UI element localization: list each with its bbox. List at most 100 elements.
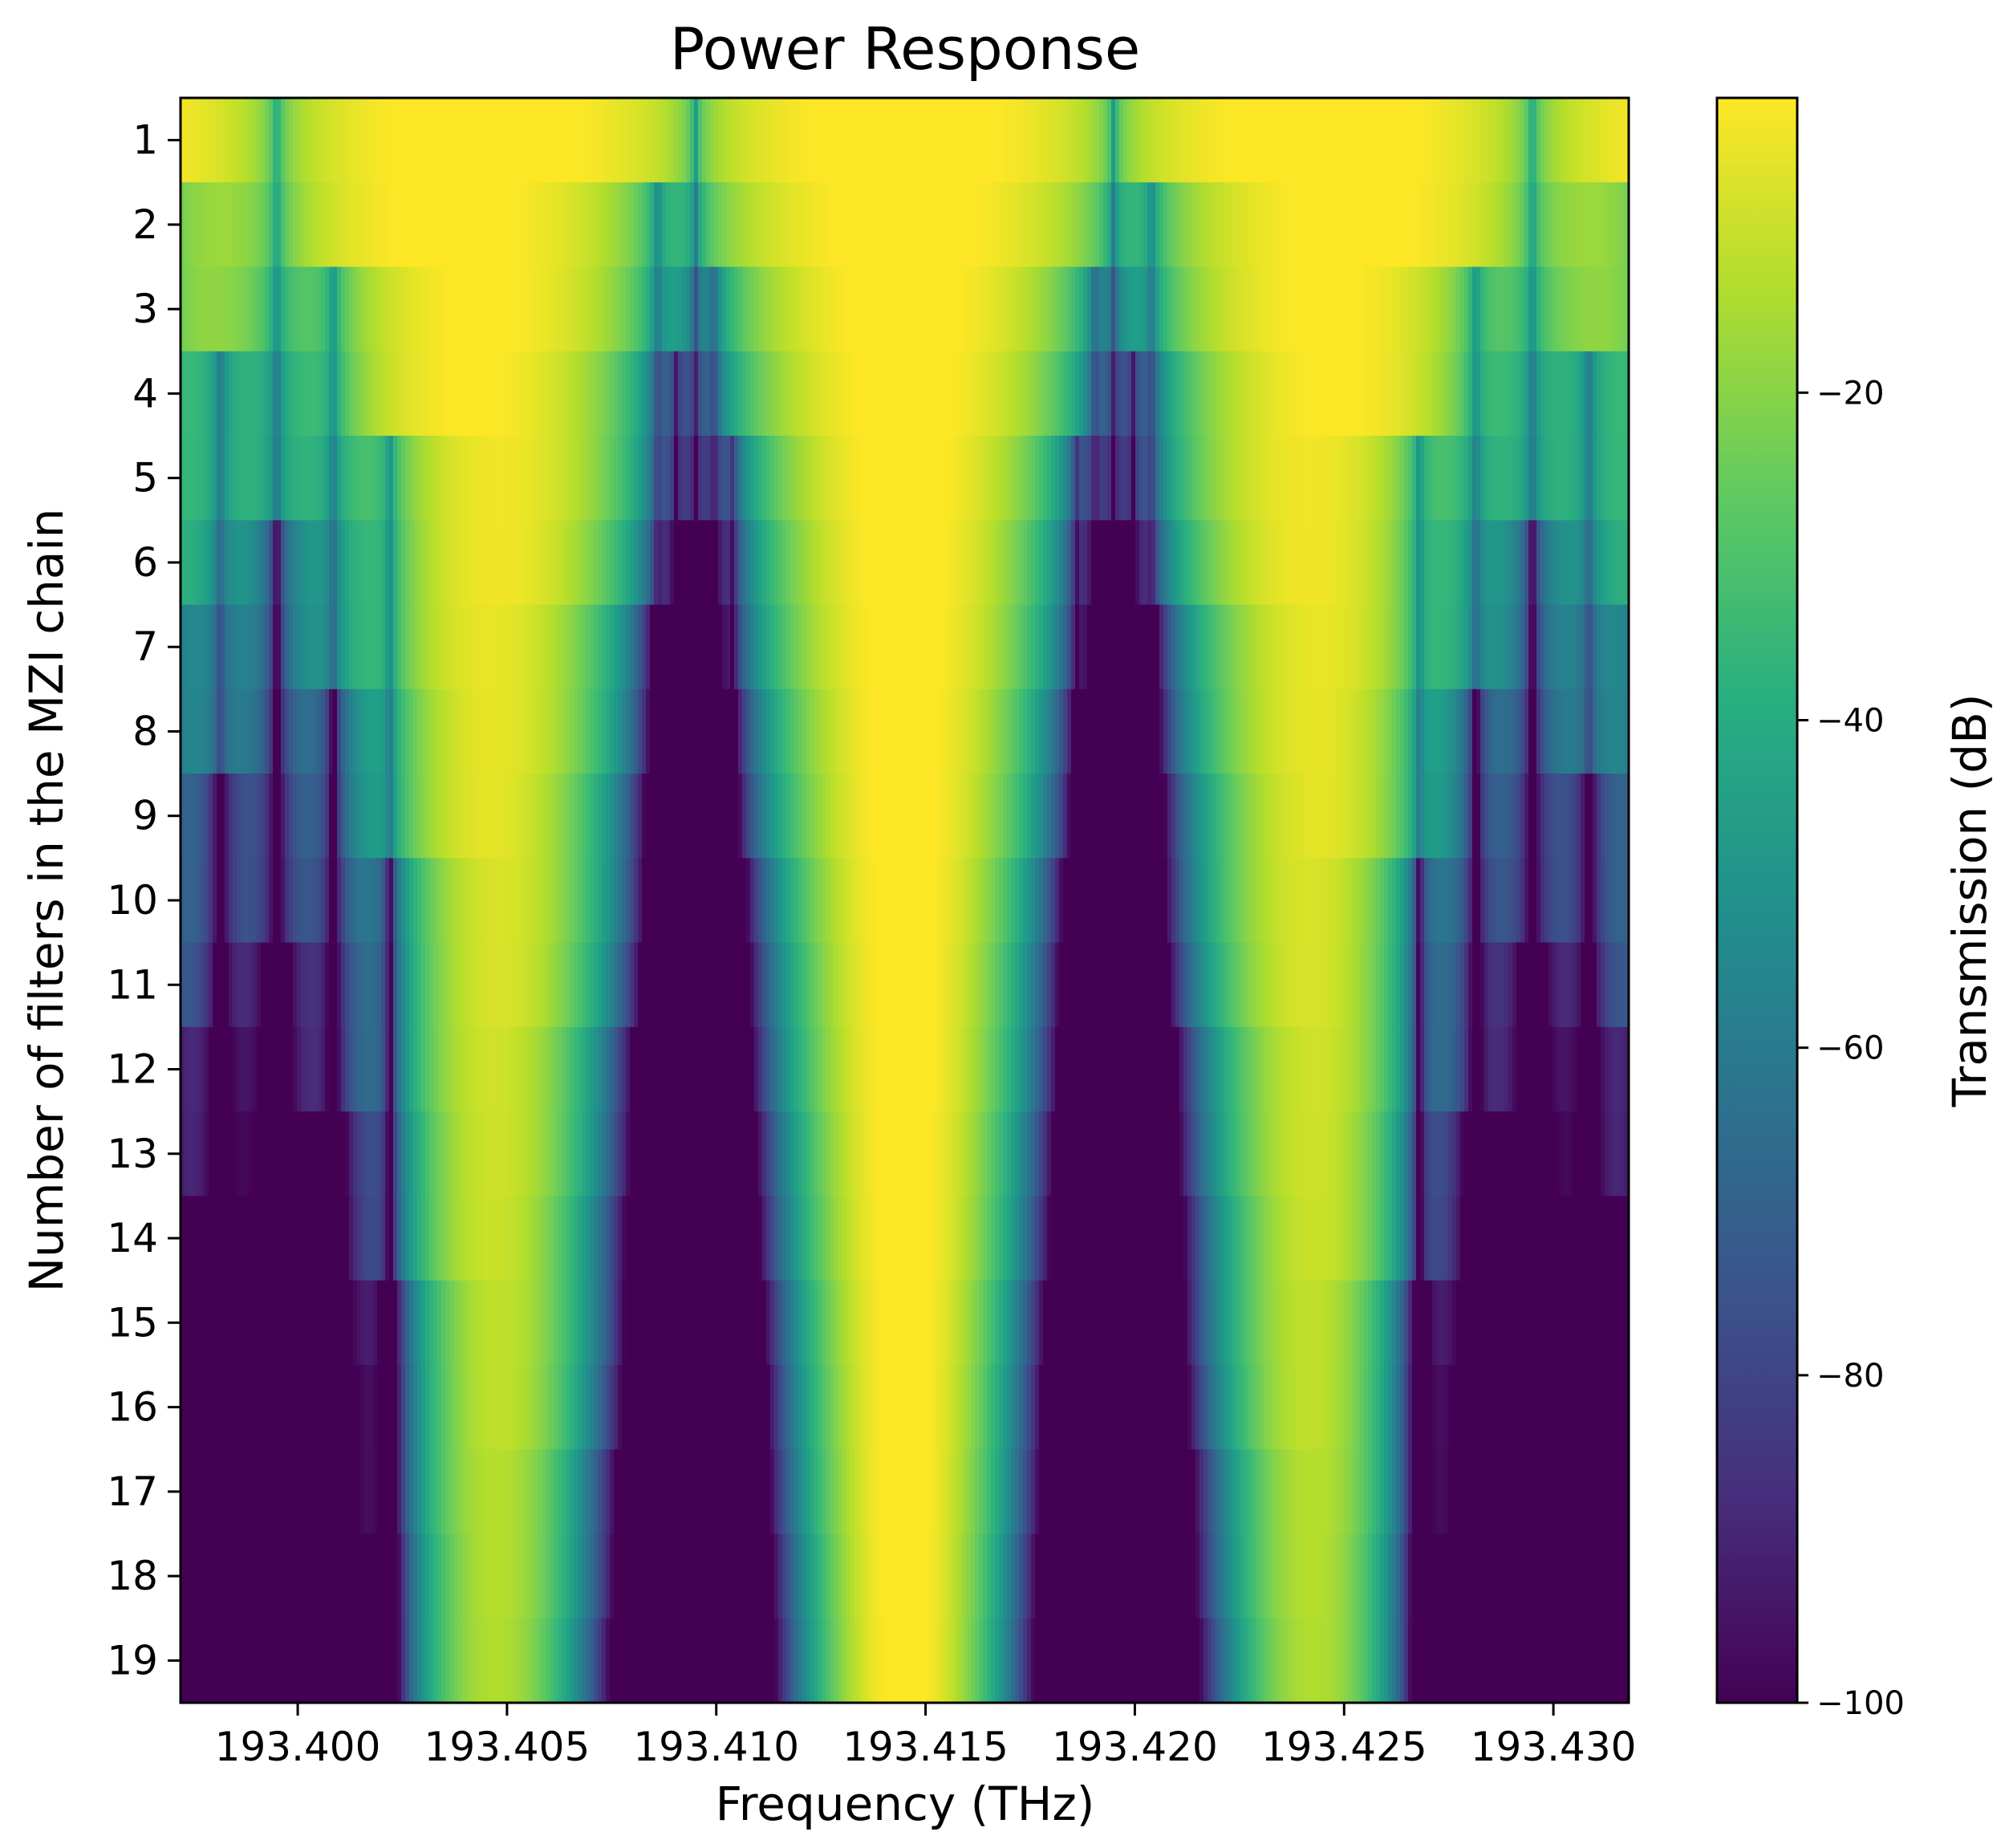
heatmap-cell xyxy=(317,1026,322,1112)
heatmap-cell xyxy=(1488,942,1493,1028)
heatmap-cell xyxy=(1268,688,1272,774)
heatmap-cell xyxy=(1368,520,1373,606)
heatmap-cell xyxy=(317,688,322,774)
heatmap-cell xyxy=(409,266,414,352)
heatmap-cell xyxy=(983,1111,988,1197)
heatmap-cell xyxy=(1360,98,1365,183)
heatmap-cell xyxy=(293,98,298,183)
heatmap-cell xyxy=(453,774,458,859)
heatmap-cell xyxy=(1095,688,1100,774)
heatmap-cell xyxy=(614,182,619,268)
heatmap-cell xyxy=(1540,182,1545,268)
heatmap-cell xyxy=(955,1111,960,1197)
heatmap-cell xyxy=(1544,182,1549,268)
heatmap-cell xyxy=(782,942,787,1028)
heatmap-cell xyxy=(329,604,334,690)
heatmap-cell xyxy=(750,942,755,1028)
heatmap-cell xyxy=(1448,351,1453,437)
heatmap-cell xyxy=(1063,436,1068,521)
heatmap-cell xyxy=(1232,98,1236,183)
heatmap-cell xyxy=(790,774,795,859)
heatmap-cell xyxy=(1352,688,1357,774)
heatmap-cell xyxy=(1536,604,1541,690)
heatmap-cell xyxy=(465,1026,470,1112)
heatmap-cell xyxy=(1372,436,1377,521)
heatmap-cell xyxy=(385,1196,390,1281)
heatmap-cell xyxy=(742,688,747,774)
heatmap-cell xyxy=(818,774,823,859)
heatmap-cell xyxy=(213,604,217,690)
heatmap-cell xyxy=(967,604,972,690)
heatmap-cell xyxy=(1095,1026,1100,1112)
heatmap-cell xyxy=(1540,604,1545,690)
heatmap-cell xyxy=(1300,1111,1305,1197)
heatmap-cell xyxy=(895,182,899,268)
heatmap-cell xyxy=(1352,942,1357,1028)
heatmap-cell xyxy=(389,520,394,606)
heatmap-cell xyxy=(967,520,972,606)
heatmap-cell xyxy=(221,98,225,183)
heatmap-cell xyxy=(1055,604,1060,690)
heatmap-cell xyxy=(241,858,246,944)
heatmap-cell xyxy=(1412,98,1417,183)
heatmap-cell xyxy=(526,1111,530,1197)
heatmap-cell xyxy=(879,858,883,944)
heatmap-cell xyxy=(1316,182,1321,268)
heatmap-cell xyxy=(197,1111,201,1197)
heatmap-cell xyxy=(666,1026,671,1112)
heatmap-cell xyxy=(1075,604,1080,690)
heatmap-cell xyxy=(1428,1111,1433,1197)
heatmap-cell xyxy=(401,1026,406,1112)
heatmap-cell xyxy=(834,266,839,352)
heatmap-cell xyxy=(674,604,679,690)
heatmap-cell xyxy=(1557,1111,1561,1197)
heatmap-cell xyxy=(261,1196,266,1281)
heatmap-cell xyxy=(1015,1026,1020,1112)
heatmap-cell xyxy=(726,604,731,690)
heatmap-cell xyxy=(802,351,807,437)
heatmap-cell xyxy=(698,520,703,606)
heatmap-cell xyxy=(1408,942,1413,1028)
heatmap-cell xyxy=(429,266,434,352)
heatmap-cell xyxy=(1577,1026,1581,1112)
heatmap-cell xyxy=(361,266,366,352)
heatmap-cell xyxy=(1248,351,1252,437)
heatmap-cell xyxy=(674,266,679,352)
heatmap-cell xyxy=(867,98,871,183)
heatmap-cell xyxy=(1476,942,1481,1028)
heatmap-cell xyxy=(554,942,558,1028)
heatmap-cell xyxy=(1396,351,1401,437)
heatmap-cell xyxy=(1260,1196,1264,1281)
heatmap-cell xyxy=(1380,858,1385,944)
heatmap-cell xyxy=(1195,436,1200,521)
heatmap-cell xyxy=(566,942,570,1028)
heatmap-cell xyxy=(1388,1111,1393,1197)
heatmap-cell xyxy=(534,1196,538,1281)
heatmap-cell xyxy=(1553,1026,1557,1112)
heatmap-cell xyxy=(947,98,952,183)
heatmap-cell xyxy=(939,1111,944,1197)
heatmap-cell xyxy=(586,942,591,1028)
heatmap-cell xyxy=(1075,858,1080,944)
heatmap-cell xyxy=(1015,1196,1020,1281)
heatmap-cell xyxy=(983,942,988,1028)
heatmap-cell xyxy=(1051,266,1056,352)
heatmap-cell xyxy=(501,266,506,352)
heatmap-cell xyxy=(818,98,823,183)
heatmap-cell xyxy=(301,98,306,183)
heatmap-cell xyxy=(1292,98,1297,183)
heatmap-cell xyxy=(1432,98,1437,183)
heatmap-cell xyxy=(1436,774,1441,859)
heatmap-cell xyxy=(854,604,859,690)
heatmap-cell xyxy=(1593,1026,1597,1112)
heatmap-cell xyxy=(1011,1026,1016,1112)
heatmap-cell xyxy=(1553,266,1557,352)
heatmap-cell xyxy=(1244,520,1248,606)
heatmap-cell xyxy=(1408,182,1413,268)
heatmap-cell xyxy=(297,1026,302,1112)
heatmap-cell xyxy=(758,1026,763,1112)
heatmap-cell xyxy=(469,688,474,774)
heatmap-cell xyxy=(782,858,787,944)
heatmap-cell xyxy=(245,1196,250,1281)
heatmap-cell xyxy=(959,1026,964,1112)
